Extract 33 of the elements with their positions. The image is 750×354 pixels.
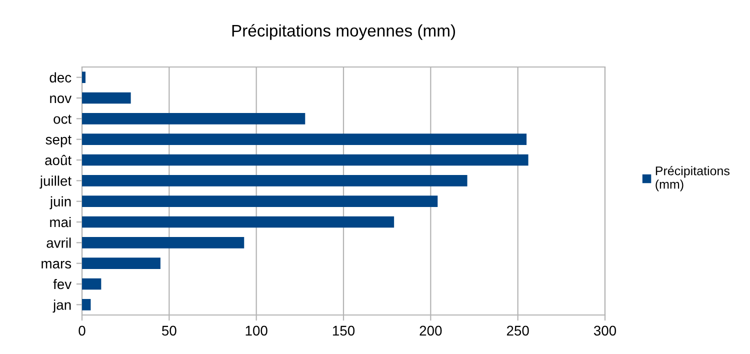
bar <box>82 196 438 208</box>
y-tick-label: dec <box>50 72 72 83</box>
x-tick-label: 50 <box>162 326 176 336</box>
bar <box>82 298 91 310</box>
y-tick-label: sept <box>46 135 72 148</box>
y-tick-label: jan <box>52 300 71 313</box>
y-tick-label: oct <box>54 114 72 124</box>
chart-title: Précipitations moyennes (mm) <box>232 24 456 40</box>
bar <box>82 278 102 290</box>
bar <box>82 112 306 124</box>
bar <box>82 216 394 228</box>
y-tick-label: juin <box>50 196 71 210</box>
bar <box>82 134 527 146</box>
y-tick-label: fev <box>53 278 72 290</box>
y-tick-label: août <box>45 154 72 166</box>
x-tick-label: 150 <box>332 326 355 336</box>
x-tick-label: 300 <box>594 326 616 336</box>
x-tick-label: 200 <box>420 326 442 336</box>
x-tick-label: 0 <box>78 326 86 336</box>
bar <box>82 92 131 104</box>
y-tick-label: mai <box>50 216 71 228</box>
bar <box>82 72 86 84</box>
y-tick-label: avril <box>46 238 71 248</box>
y-tick-label: nov <box>50 96 72 104</box>
bar <box>82 236 244 248</box>
bar <box>82 154 528 166</box>
bar <box>82 174 468 186</box>
x-tick-label: 250 <box>506 326 529 336</box>
x-tick-label: 100 <box>246 326 268 336</box>
y-tick-label: mars <box>42 260 72 269</box>
y-tick-label: juillet <box>40 176 72 189</box>
legend-label: Précipitations (mm) <box>656 166 730 192</box>
bar <box>82 258 160 270</box>
